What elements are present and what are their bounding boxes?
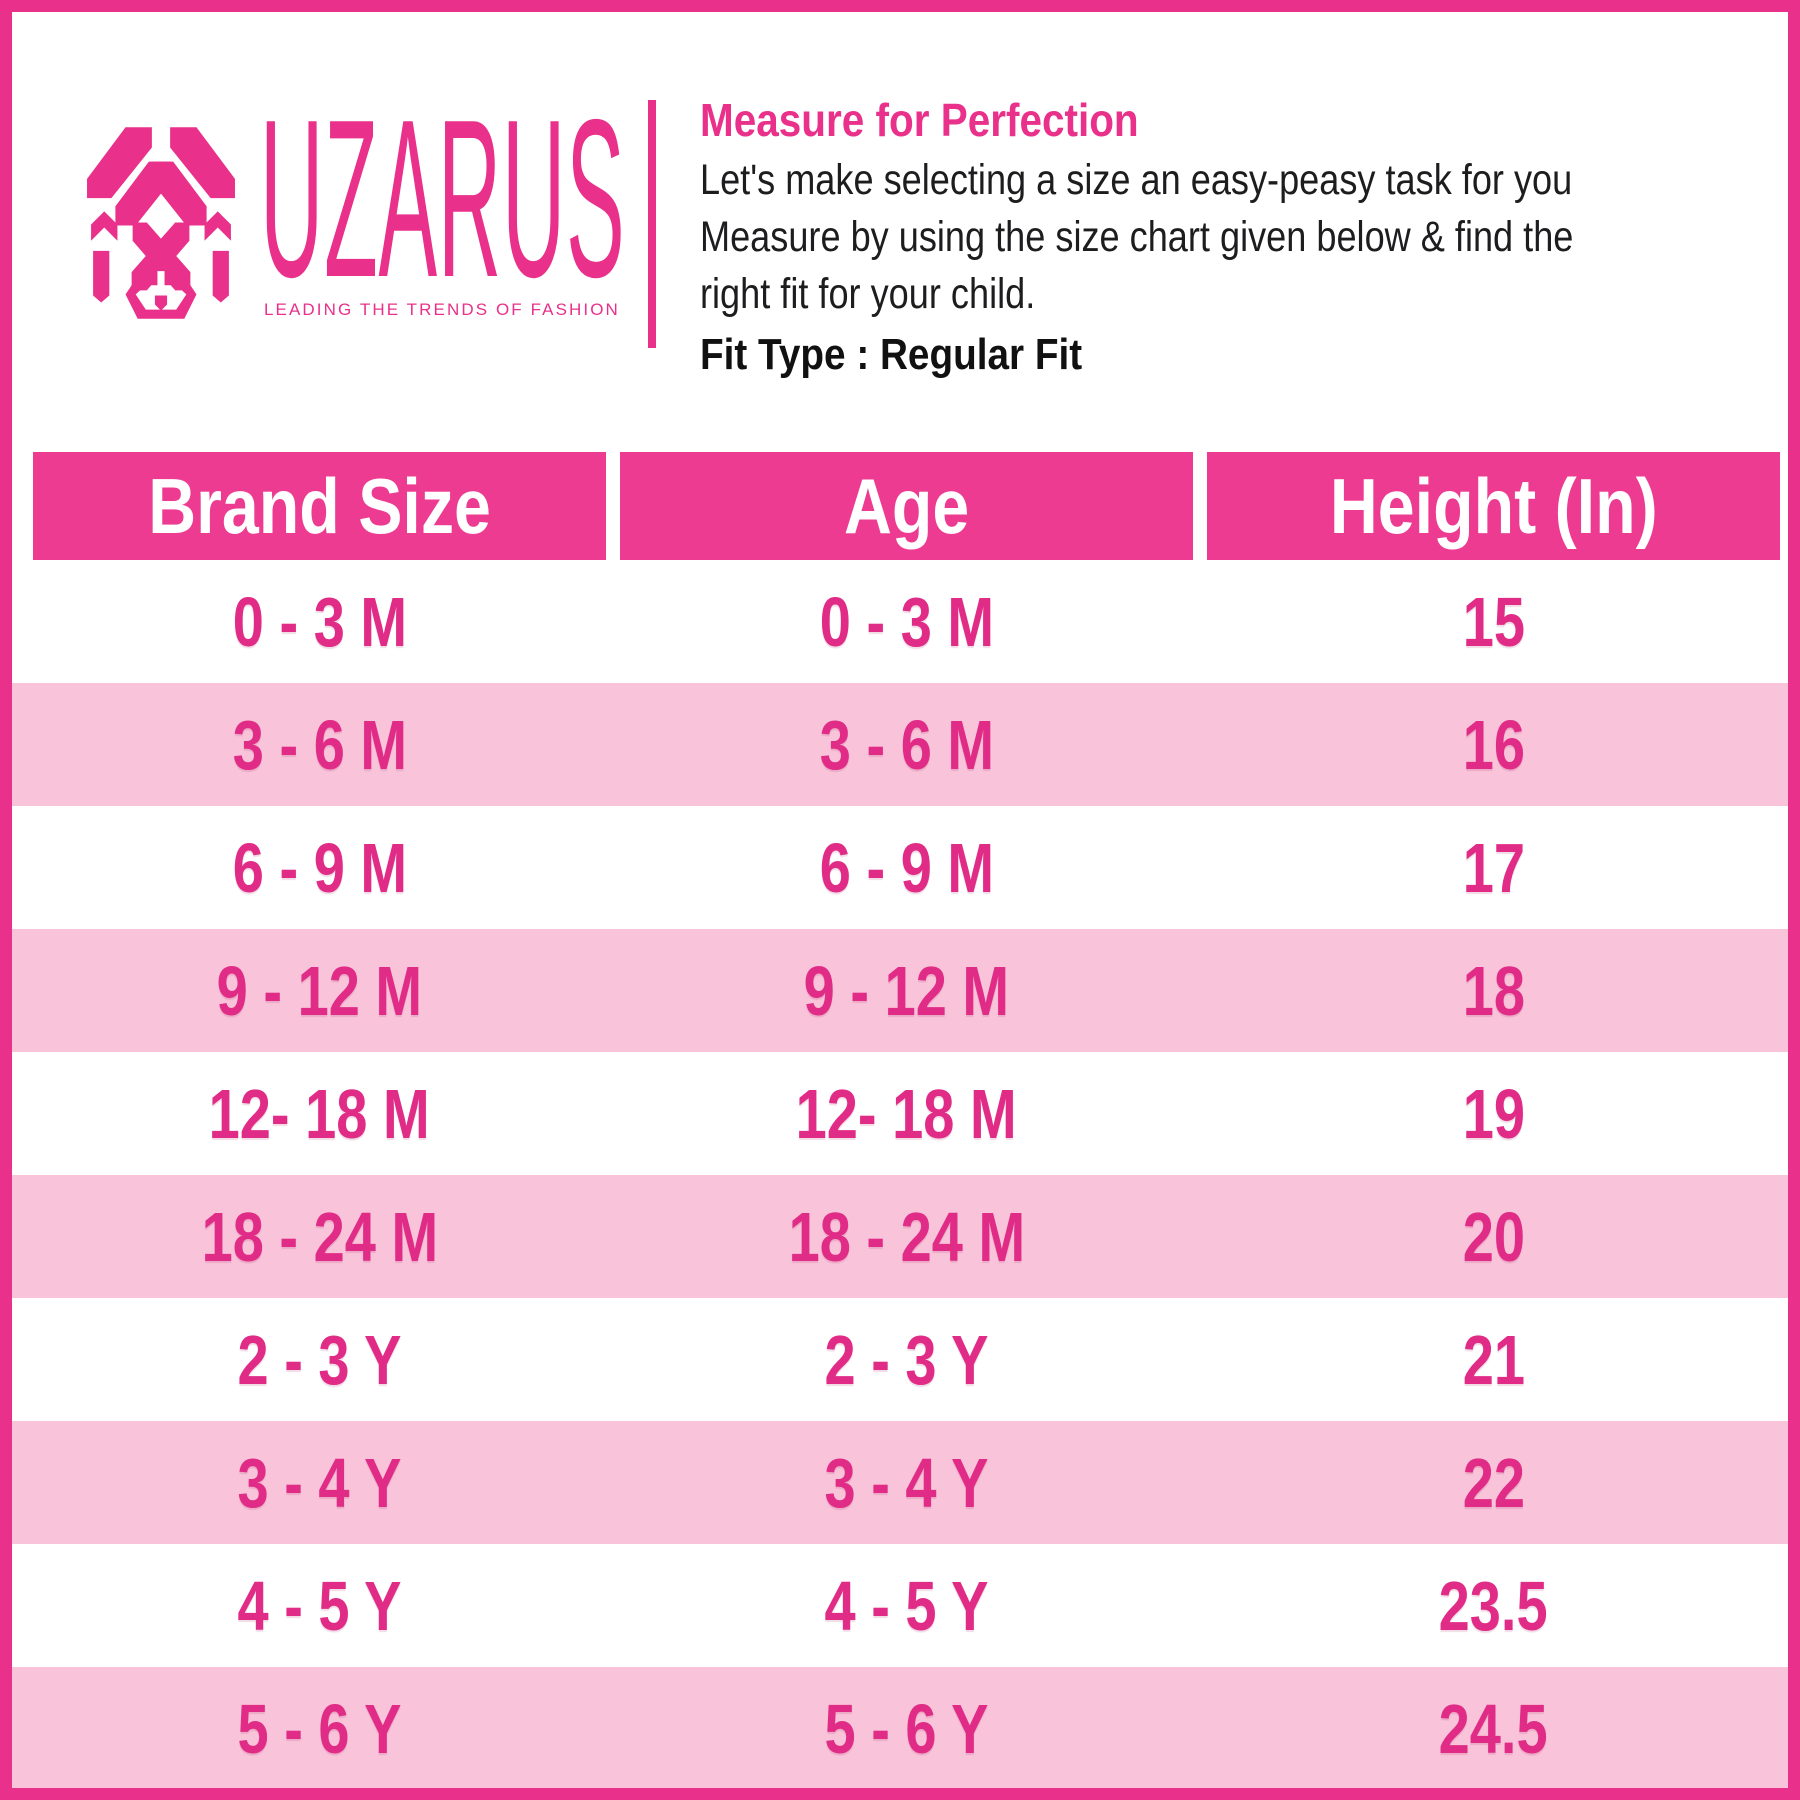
table-cell-text: 12- 18 M [209, 1074, 430, 1153]
header-cell-text: Age [843, 461, 970, 550]
table-cell-text: 16 [1462, 705, 1525, 784]
table-cell-text: 18 - 24 M [201, 1197, 438, 1276]
table-cell: 5 - 6 Y [33, 1667, 606, 1788]
table-cell-text: 12- 18 M [796, 1074, 1017, 1153]
table-cell-text: 18 - 24 M [788, 1197, 1025, 1276]
table-cell: 5 - 6 Y [620, 1667, 1193, 1788]
table-cell: 12- 18 M [620, 1052, 1193, 1175]
table-cell: 12- 18 M [33, 1052, 606, 1175]
table-cell: 2 - 3 Y [33, 1298, 606, 1421]
table-cell: 6 - 9 M [620, 806, 1193, 929]
table-cell-text: 4 - 5 Y [237, 1566, 402, 1645]
intro-line: Let's make selecting a size an easy-peas… [700, 156, 1573, 204]
table-cell: 3 - 4 Y [620, 1421, 1193, 1544]
table-cell-text: 15 [1462, 582, 1525, 661]
table-cell: 3 - 6 M [33, 683, 606, 806]
table-cell: 18 - 24 M [620, 1175, 1193, 1298]
size-table-header-row: Brand Size Age Height (In) [12, 452, 1788, 560]
header-cell-age: Age [620, 452, 1193, 560]
table-cell-text: 9 - 12 M [216, 951, 423, 1030]
table-cell-text: 4 - 5 Y [824, 1566, 989, 1645]
header-cell-text: Height (In) [1329, 461, 1658, 550]
table-cell: 9 - 12 M [620, 929, 1193, 1052]
table-cell: 0 - 3 M [33, 560, 606, 683]
table-row: 5 - 6 Y 5 - 6 Y 24.5 [12, 1667, 1788, 1788]
table-cell-text: 22 [1462, 1443, 1525, 1522]
table-row: 18 - 24 M 18 - 24 M 20 [12, 1175, 1788, 1298]
size-table-body: 0 - 3 M 0 - 3 M 15 3 - 6 M 3 - 6 M 16 6 … [12, 560, 1788, 1788]
intro-heading: Measure for Perfection [700, 94, 1139, 146]
table-cell-text: 6 - 9 M [232, 828, 407, 907]
header-cell-brand-size: Brand Size [33, 452, 606, 560]
table-cell: 15 [1207, 560, 1780, 683]
intro-line: right fit for your child. [700, 270, 1036, 318]
table-cell-text: 5 - 6 Y [824, 1689, 989, 1768]
vertical-divider [648, 100, 656, 348]
table-cell-text: 20 [1462, 1197, 1525, 1276]
table-cell: 19 [1207, 1052, 1780, 1175]
table-cell-text: 0 - 3 M [232, 582, 407, 661]
table-cell: 0 - 3 M [620, 560, 1193, 683]
table-cell-text: 17 [1462, 828, 1525, 907]
table-cell: 6 - 9 M [33, 806, 606, 929]
table-cell: 3 - 6 M [620, 683, 1193, 806]
table-cell-text: 5 - 6 Y [237, 1689, 402, 1768]
table-cell: 22 [1207, 1421, 1780, 1544]
table-cell-text: 6 - 9 M [819, 828, 994, 907]
table-cell: 18 [1207, 929, 1780, 1052]
uzarus-antelope-logo-icon [85, 115, 237, 333]
intro-paragraph: Let's make selecting a size an easy-peas… [700, 152, 1607, 323]
table-cell-text: 21 [1462, 1320, 1525, 1399]
table-cell: 4 - 5 Y [620, 1544, 1193, 1667]
table-cell-text: 3 - 4 Y [824, 1443, 989, 1522]
table-row: 12- 18 M 12- 18 M 19 [12, 1052, 1788, 1175]
table-cell: 23.5 [1207, 1544, 1780, 1667]
table-cell-text: 0 - 3 M [819, 582, 994, 661]
table-cell-text: 3 - 6 M [232, 705, 407, 784]
header-cell-text: Brand Size [148, 461, 491, 550]
table-row: 4 - 5 Y 4 - 5 Y 23.5 [12, 1544, 1788, 1667]
table-row: 9 - 12 M 9 - 12 M 18 [12, 929, 1788, 1052]
fit-type-label: Fit Type : Regular Fit [700, 330, 1083, 379]
table-cell-text: 3 - 4 Y [237, 1443, 402, 1522]
table-cell: 17 [1207, 806, 1780, 929]
intro-section: Measure for Perfection Let's make select… [700, 94, 1780, 381]
table-row: 3 - 6 M 3 - 6 M 16 [12, 683, 1788, 806]
table-cell: 2 - 3 Y [620, 1298, 1193, 1421]
table-cell: 18 - 24 M [33, 1175, 606, 1298]
table-cell: 16 [1207, 683, 1780, 806]
table-cell: 4 - 5 Y [33, 1544, 606, 1667]
table-row: 6 - 9 M 6 - 9 M 17 [12, 806, 1788, 929]
table-cell: 21 [1207, 1298, 1780, 1421]
brand-tagline: LEADING THE TRENDS OF FASHION [264, 300, 620, 319]
table-row: 3 - 4 Y 3 - 4 Y 22 [12, 1421, 1788, 1544]
table-cell-text: 2 - 3 Y [237, 1320, 402, 1399]
table-cell: 9 - 12 M [33, 929, 606, 1052]
table-cell: 24.5 [1207, 1667, 1780, 1788]
table-cell-text: 9 - 12 M [803, 951, 1010, 1030]
brand-wordmark: UZARUS [260, 72, 626, 324]
intro-line: Measure by using the size chart given be… [700, 213, 1574, 261]
table-cell-text: 23.5 [1439, 1566, 1548, 1645]
table-row: 2 - 3 Y 2 - 3 Y 21 [12, 1298, 1788, 1421]
table-cell: 20 [1207, 1175, 1780, 1298]
table-cell: 3 - 4 Y [33, 1421, 606, 1544]
table-cell-text: 24.5 [1439, 1689, 1548, 1768]
header-cell-height: Height (In) [1207, 452, 1780, 560]
table-cell-text: 19 [1462, 1074, 1525, 1153]
table-cell-text: 2 - 3 Y [824, 1320, 989, 1399]
size-table: Brand Size Age Height (In) 0 - 3 M 0 - 3… [12, 452, 1788, 1788]
table-row: 0 - 3 M 0 - 3 M 15 [12, 560, 1788, 683]
table-cell-text: 18 [1462, 951, 1525, 1030]
table-cell-text: 3 - 6 M [819, 705, 994, 784]
